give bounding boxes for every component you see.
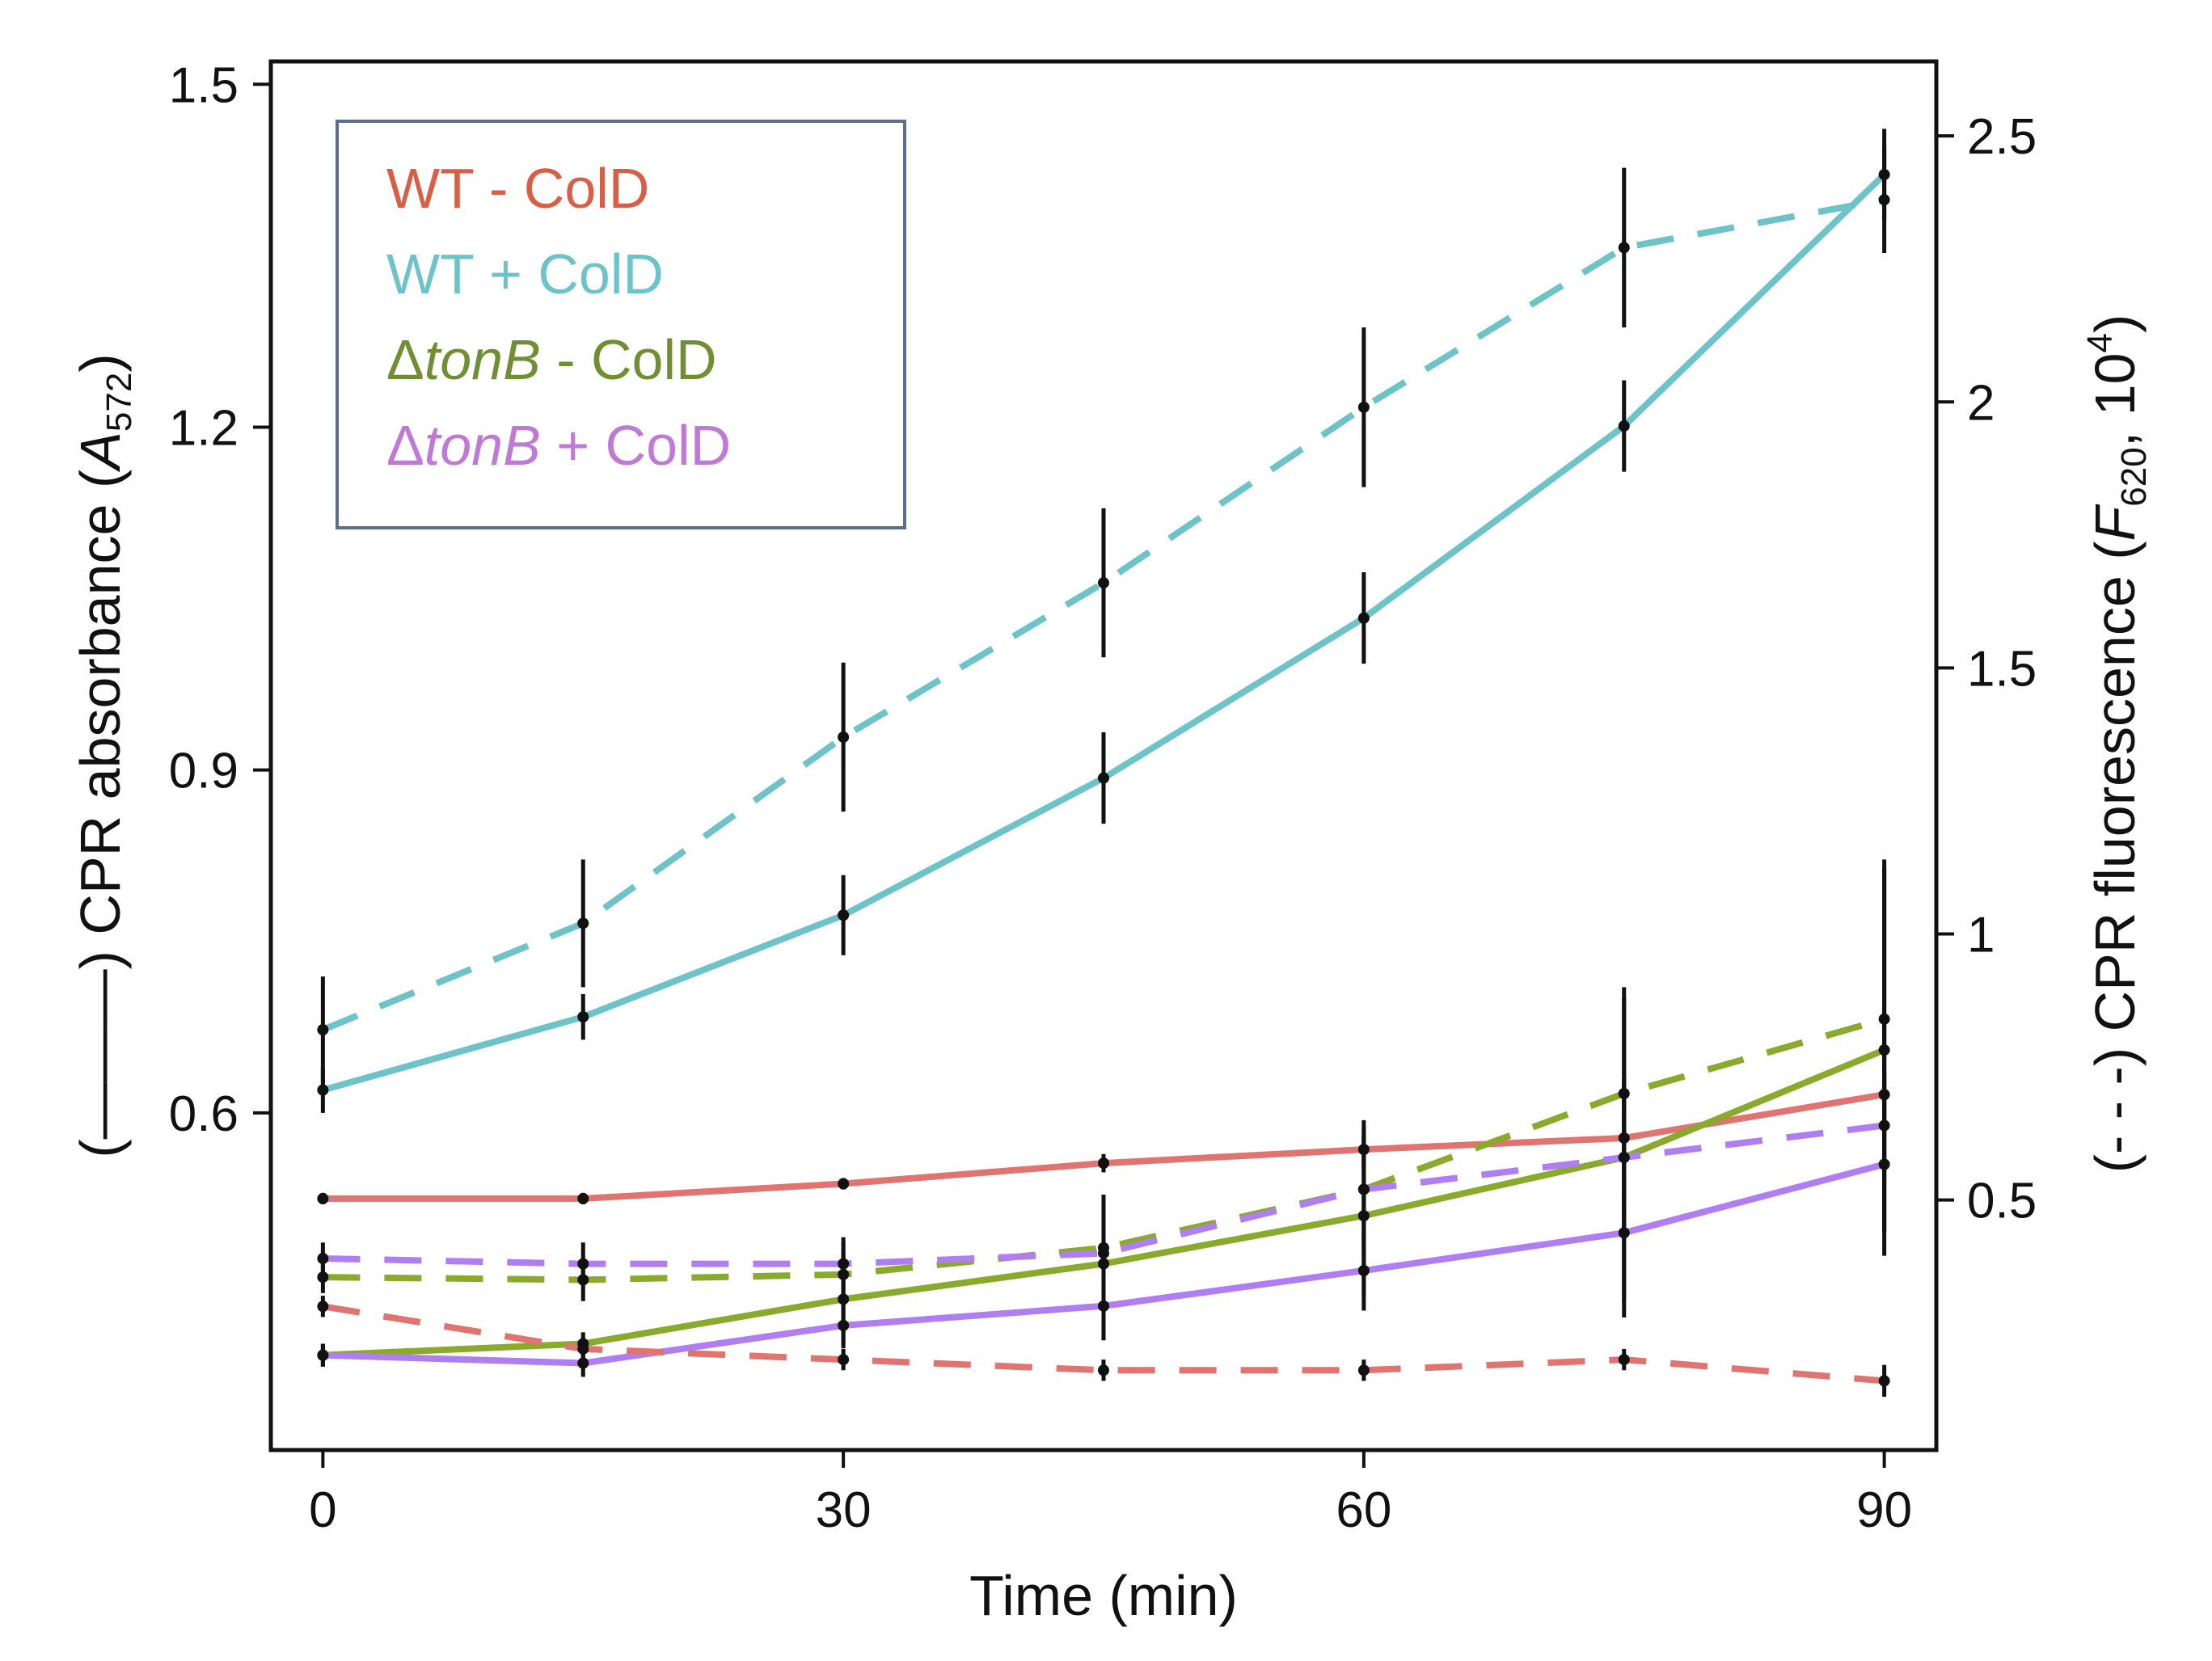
legend-condition: + ColD bbox=[541, 414, 731, 477]
plot-frame bbox=[268, 59, 1939, 1452]
y-right-title-mid: , 10 bbox=[2083, 353, 2147, 448]
y-right-title-sup: 4 bbox=[2080, 333, 2120, 352]
data-point-wt-cold-dashed bbox=[838, 731, 850, 743]
x-tick-label: 60 bbox=[1336, 1482, 1391, 1538]
svg-text:(- - -) CPR fluorescence (F620: (- - -) CPR fluorescence (F620, 104) bbox=[2080, 314, 2154, 1174]
data-point-wt-cold-dashed bbox=[1098, 1364, 1109, 1376]
data-point-wt-cold-solid bbox=[577, 1192, 589, 1204]
legend-condition: - ColD bbox=[541, 328, 717, 391]
y-left-tick-label: 1.5 bbox=[169, 57, 239, 113]
legend-entry-tonb-cold: ΔtonB - ColD bbox=[386, 328, 717, 391]
data-point-tonb-cold-solid bbox=[1357, 1265, 1370, 1277]
y-left-tick-label: 1.2 bbox=[169, 400, 239, 456]
data-point-wt-cold-dashed bbox=[838, 1354, 850, 1366]
data-point-wt-cold-dashed bbox=[317, 1023, 329, 1035]
x-tick-label: 90 bbox=[1856, 1482, 1912, 1538]
x-axis-title: Time (min) bbox=[969, 1564, 1238, 1627]
data-point-tonb-cold-dashed bbox=[1618, 1151, 1630, 1163]
legend-delta-symbol: Δ bbox=[386, 414, 424, 477]
axes-layer: 0 30 60 90 0.6 0.9 1.2 1.5 0.5 1 1.5 2 2.5 bbox=[169, 57, 2037, 1538]
y-left-title-suffix: ) CPR absorbance ( bbox=[69, 470, 132, 970]
x-tick-label: 30 bbox=[816, 1482, 872, 1538]
y-right-tick-label: 0.5 bbox=[1967, 1174, 2037, 1229]
legend-box bbox=[336, 120, 906, 529]
data-point-wt-cold-solid bbox=[1618, 420, 1630, 432]
y-right-tick-label: 1.5 bbox=[1967, 641, 2037, 697]
data-point-tonb-cold-solid bbox=[317, 1349, 329, 1361]
data-point-wt-cold-solid bbox=[838, 909, 850, 921]
data-point-tonb-cold-dashed bbox=[1357, 1183, 1370, 1195]
error-bar-layer bbox=[317, 129, 1890, 1398]
legend-entry-tonb-cold: ΔtonB + ColD bbox=[386, 414, 731, 477]
y-left-tick-label: 0.9 bbox=[169, 744, 239, 799]
data-point-wt-cold-solid bbox=[838, 1178, 850, 1190]
data-point-wt-cold-solid bbox=[1098, 772, 1109, 784]
data-point-wt-cold-solid bbox=[317, 1192, 329, 1204]
y-right-title-var: F bbox=[2083, 503, 2147, 541]
data-point-wt-cold-solid bbox=[1357, 612, 1370, 624]
data-point-wt-cold-dashed bbox=[1878, 194, 1890, 206]
data-point-wt-cold-dashed bbox=[1618, 242, 1630, 254]
data-point-wt-cold-solid bbox=[317, 1084, 329, 1096]
data-point-tonb-cold-dashed bbox=[577, 1258, 589, 1270]
data-point-wt-cold-dashed bbox=[1357, 1364, 1370, 1376]
data-point-tonb-cold-dashed bbox=[1878, 1119, 1890, 1132]
y-left-title-solid-glyph: ——— bbox=[69, 969, 132, 1139]
data-point-wt-cold-dashed bbox=[317, 1301, 329, 1313]
y-right-tick-label: 2.5 bbox=[1967, 109, 2037, 165]
data-point-tonb-cold-dashed bbox=[1098, 1247, 1109, 1259]
y-right-title-sub: 620 bbox=[2114, 447, 2154, 506]
legend-entry-wt-cold: WT + ColD bbox=[386, 242, 664, 306]
svg-text:(———) CPR absorbance (A572): (———) CPR absorbance (A572) bbox=[69, 353, 139, 1157]
data-point-tonb-cold-dashed bbox=[317, 1253, 329, 1265]
data-point-wt-cold-dashed bbox=[577, 917, 589, 930]
legend-gene-name: tonB bbox=[424, 328, 541, 391]
y-left-title-var: A bbox=[69, 432, 132, 473]
y-left-title-prefix: ( bbox=[69, 1139, 132, 1157]
data-point-tonb-cold-solid bbox=[838, 1319, 850, 1331]
y-right-title-close: ) bbox=[2083, 314, 2147, 333]
data-point-wt-cold-dashed bbox=[577, 1343, 589, 1355]
y-right-title-prefix: (- - -) CPR fluorescence ( bbox=[2083, 541, 2147, 1173]
data-point-wt-cold-solid bbox=[577, 1011, 589, 1023]
y-left-axis-title: (———) CPR absorbance (A572) bbox=[69, 353, 139, 1157]
data-point-tonb-cold-solid bbox=[1098, 1300, 1109, 1312]
data-point-tonb-cold-dashed bbox=[317, 1271, 329, 1284]
legend-delta-symbol: Δ bbox=[386, 328, 424, 391]
y-left-title-close: ) bbox=[69, 353, 132, 372]
legend-entry-wt-cold: WT - ColD bbox=[386, 157, 649, 220]
data-point-wt-cold-dashed bbox=[1618, 1354, 1630, 1366]
y-left-tick-label: 0.6 bbox=[169, 1086, 239, 1142]
data-point-wt-cold-dashed bbox=[1098, 577, 1109, 589]
y-left-title-sub: 572 bbox=[99, 373, 139, 432]
y-right-tick-label: 1 bbox=[1967, 908, 1995, 963]
y-right-tick-label: 2 bbox=[1967, 375, 1995, 431]
legend-gene-name: tonB bbox=[424, 414, 541, 477]
x-tick-label: 0 bbox=[309, 1482, 336, 1538]
data-point-tonb-cold-solid bbox=[577, 1357, 589, 1369]
data-point-wt-cold-dashed bbox=[1878, 1375, 1890, 1387]
data-point-tonb-cold-dashed bbox=[838, 1258, 850, 1270]
data-point-wt-cold-solid bbox=[1098, 1157, 1109, 1170]
data-point-wt-cold-dashed bbox=[1357, 401, 1370, 413]
y-right-axis-title: (- - -) CPR fluorescence (F620, 104) bbox=[2080, 314, 2154, 1174]
